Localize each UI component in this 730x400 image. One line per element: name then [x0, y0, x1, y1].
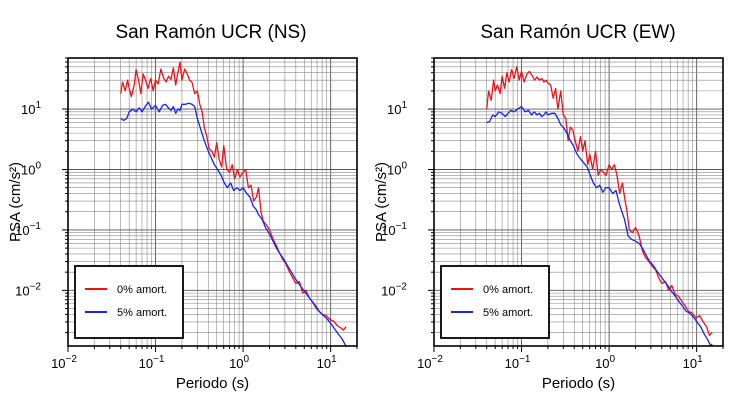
x-axis-label: Periodo (s) — [542, 375, 615, 392]
y-axis-label: PSA (cm/s²) — [373, 162, 390, 242]
y-tick-label: 100 — [21, 160, 41, 177]
y-tick-label: 10−2 — [381, 281, 407, 298]
legend: 0% amort. 5% amort. — [74, 265, 184, 339]
chart-title: San Ramón UCR (EW) — [480, 22, 675, 43]
x-tick-label: 10−1 — [139, 354, 165, 371]
x-tick-label: 10−2 — [51, 354, 77, 371]
y-tick-label: 10−1 — [15, 221, 41, 238]
x-tick-label: 100 — [595, 354, 615, 371]
y-tick-label: 100 — [387, 160, 407, 177]
legend: 0% amort. 5% amort. — [440, 265, 550, 339]
y-tick-label: 101 — [387, 100, 407, 117]
legend-label: 0% amort. — [483, 284, 533, 296]
y-axis-label: PSA (cm/s²) — [7, 162, 24, 242]
x-tick-label: 10−2 — [417, 354, 443, 371]
series-line-amort-0 — [120, 61, 347, 331]
y-tick-label: 10−1 — [381, 221, 407, 238]
legend-label: 5% amort. — [117, 307, 167, 319]
x-tick-label: 101 — [683, 354, 703, 371]
y-tick-label: 101 — [21, 100, 41, 117]
plot-frame — [67, 57, 358, 347]
y-tick-label: 10−2 — [15, 281, 41, 298]
x-axis-label: Periodo (s) — [176, 375, 249, 392]
chart-title: San Ramón UCR (NS) — [115, 22, 306, 43]
series-line-amort-5 — [120, 101, 347, 347]
plot-frame — [433, 57, 724, 347]
legend-label: 0% amort. — [117, 284, 167, 296]
legend-label: 5% amort. — [483, 307, 533, 319]
x-tick-label: 101 — [317, 354, 337, 371]
x-tick-label: 10−1 — [505, 354, 531, 371]
chart-1: San Ramón UCR (NS) 10−2 10−1 100 101 10−2 10−1… — [7, 22, 358, 392]
x-tick-label: 100 — [229, 354, 249, 371]
chart-2: San Ramón UCR (EW) 10−2 10−1 100 101 10−2 10−1… — [373, 22, 724, 392]
legend-box — [74, 265, 184, 339]
legend-box — [440, 265, 550, 339]
series-line-amort-5 — [486, 105, 713, 347]
